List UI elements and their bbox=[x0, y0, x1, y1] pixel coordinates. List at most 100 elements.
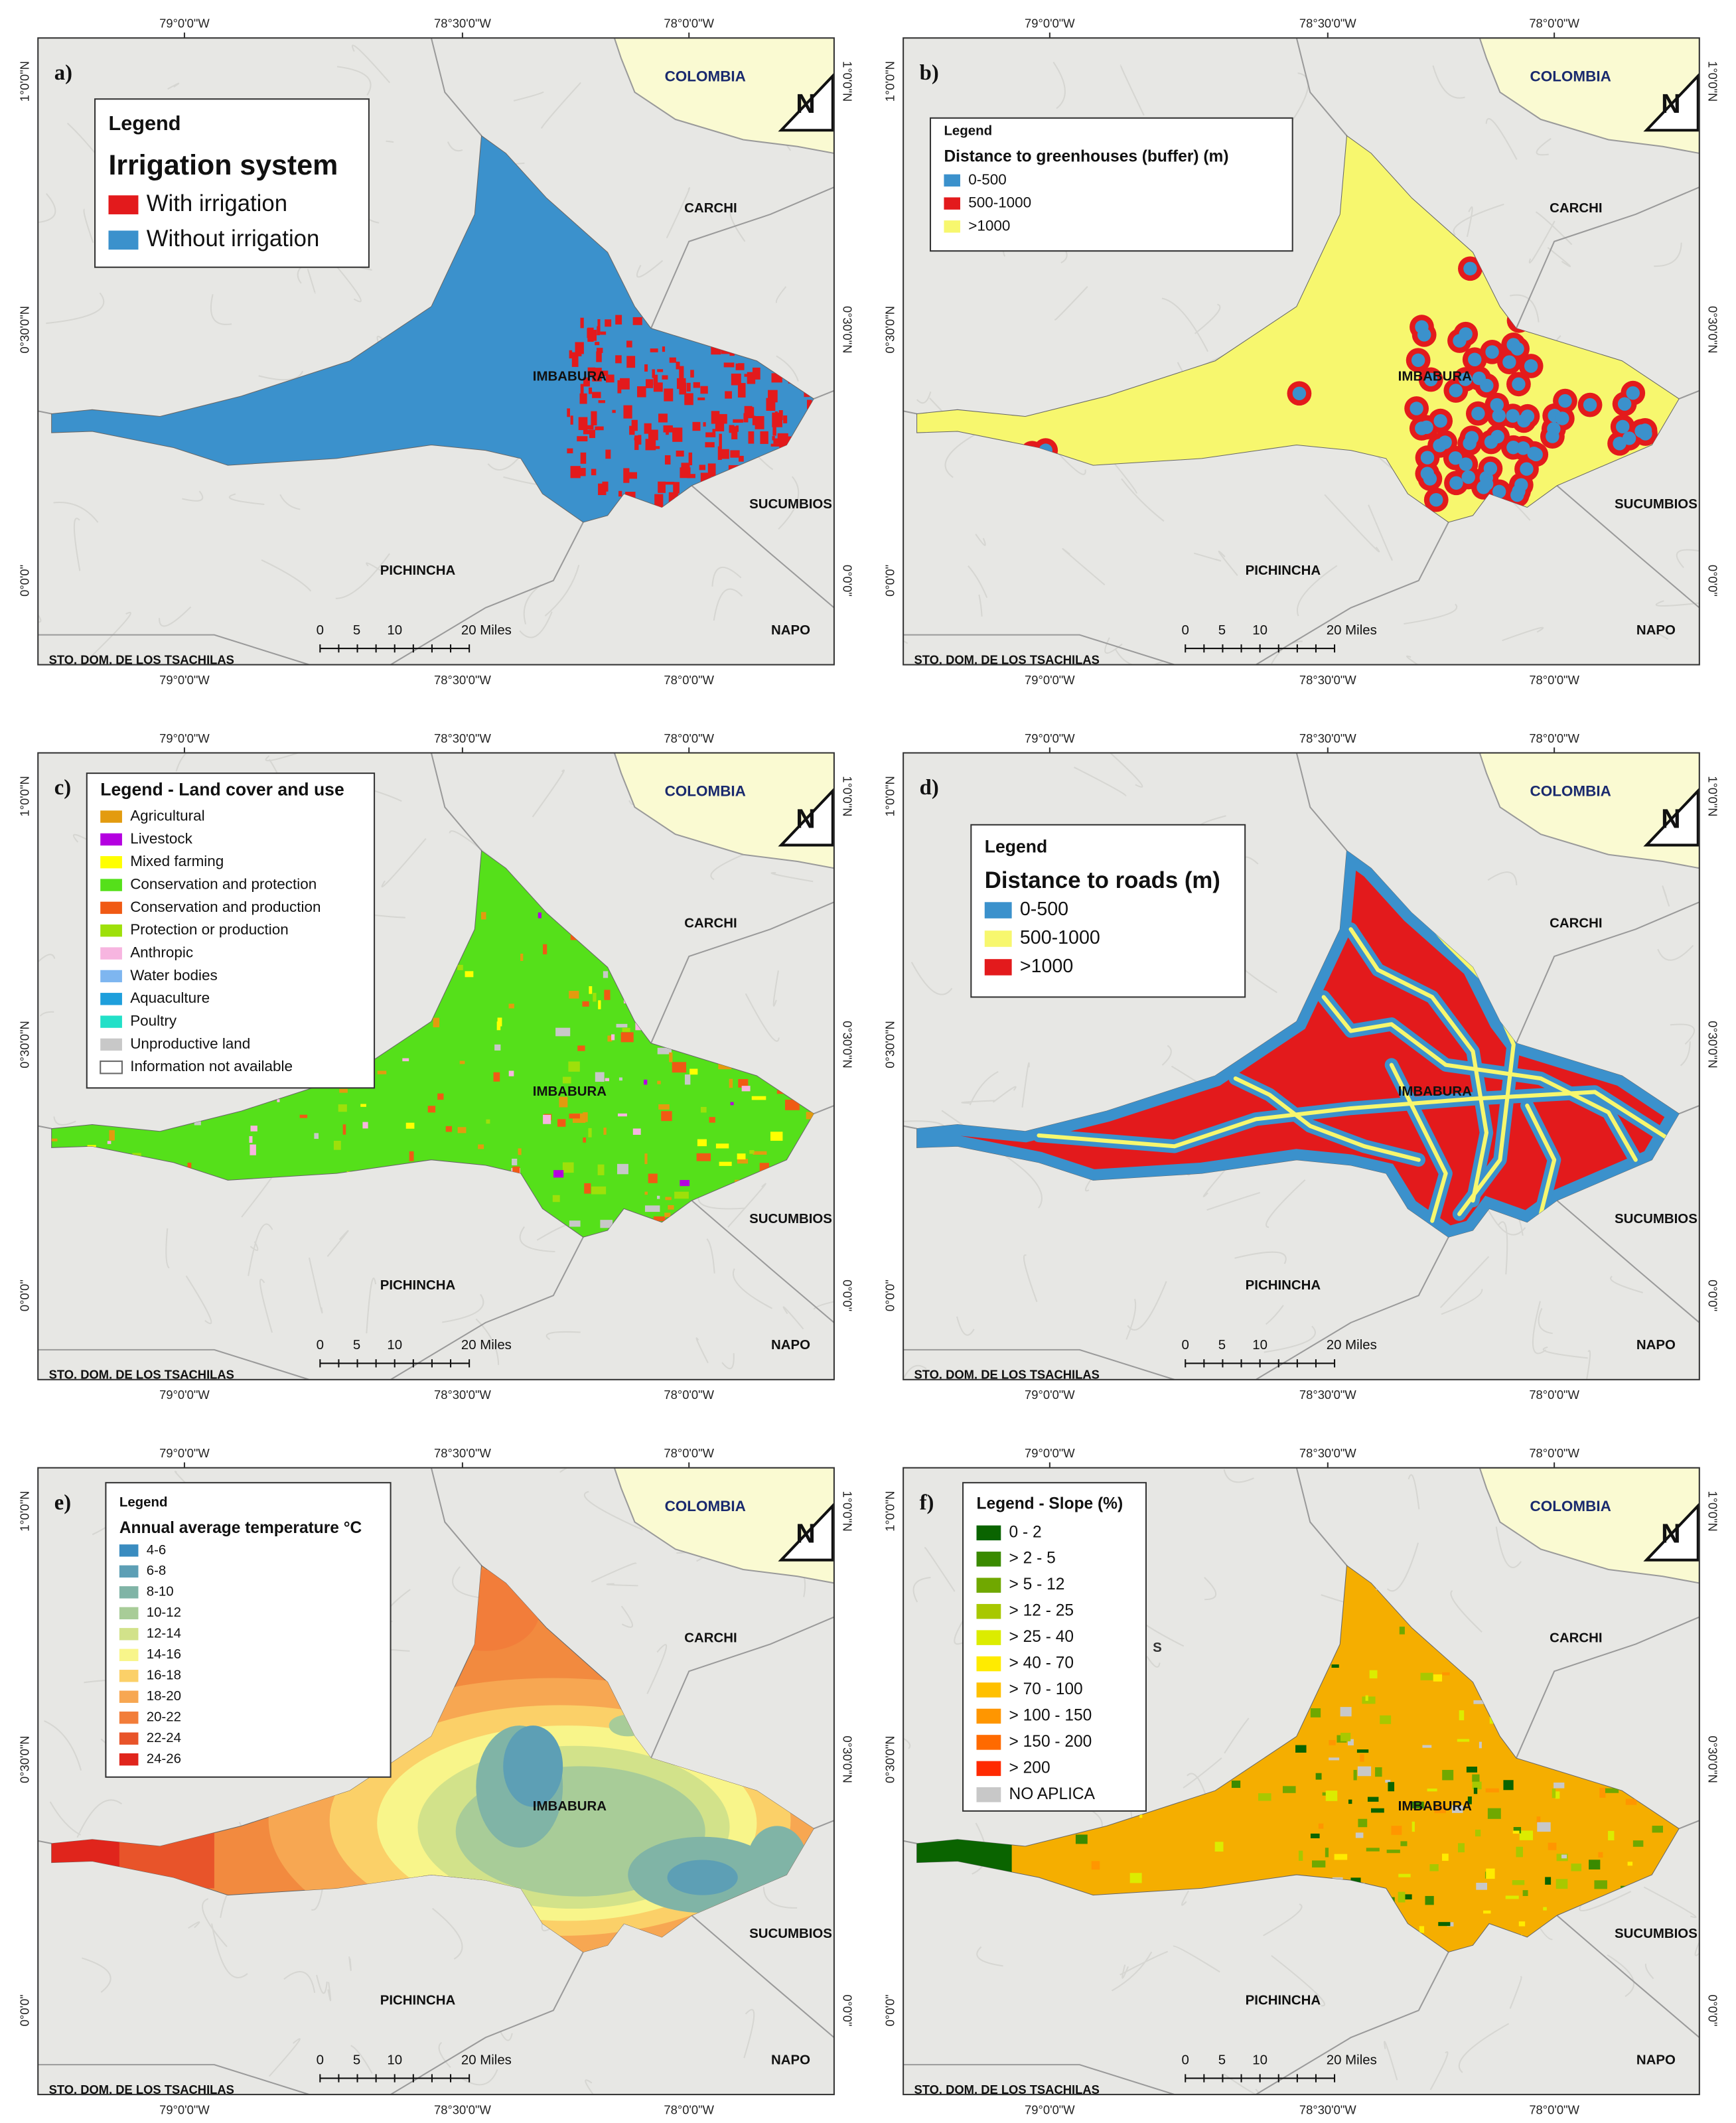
legend-swatch bbox=[108, 195, 139, 214]
legend-swatch bbox=[944, 174, 960, 187]
map-patch bbox=[587, 367, 596, 376]
buffer-inner bbox=[1415, 320, 1429, 334]
map-patch bbox=[598, 1000, 601, 1009]
place-label: SUCUMBIOS bbox=[749, 1212, 832, 1226]
map-patch bbox=[658, 481, 666, 493]
map-patch bbox=[553, 1170, 564, 1178]
province-boundary bbox=[1295, 753, 1348, 851]
buffer-inner bbox=[1622, 431, 1636, 445]
lon-label: 78°30'0"W bbox=[1299, 1446, 1356, 1460]
legend-swatch bbox=[976, 1552, 1001, 1567]
map-patch bbox=[618, 1077, 622, 1081]
map-patch bbox=[480, 912, 486, 920]
place-label: NAPO bbox=[771, 623, 810, 638]
map-patch bbox=[570, 415, 573, 425]
map-patch bbox=[580, 317, 584, 329]
map-patch bbox=[569, 991, 579, 999]
map-patch bbox=[1486, 1868, 1495, 1879]
map-patch bbox=[779, 438, 786, 452]
map-patch bbox=[785, 1100, 800, 1110]
lat-label: 1°0'0"N bbox=[18, 776, 32, 816]
lat-label: 1°0'0"N bbox=[18, 1491, 32, 1531]
map-patch bbox=[596, 351, 602, 362]
relief bbox=[969, 1070, 999, 1106]
map-patch bbox=[1441, 1854, 1449, 1861]
relief bbox=[326, 1230, 349, 1257]
scale-label: 10 bbox=[1252, 623, 1267, 638]
road-inner bbox=[1321, 995, 1638, 1162]
legend-swatch bbox=[119, 1670, 139, 1682]
legend-swatch bbox=[976, 1577, 1001, 1593]
map-panel: COLOMBIA CARCHI IMBABURA SUCUMBIOS PICHINCHA… bbox=[883, 17, 1720, 687]
map-patch bbox=[577, 1045, 585, 1051]
place-label: CARCHI bbox=[1550, 201, 1602, 216]
map-patch bbox=[465, 971, 474, 978]
relief bbox=[38, 193, 56, 224]
lat-label: 0°30'0"N bbox=[18, 1021, 32, 1068]
relief bbox=[636, 259, 664, 278]
relief bbox=[545, 1331, 581, 1341]
relief bbox=[381, 838, 427, 888]
map-patch bbox=[1358, 1818, 1368, 1828]
lat-label: 0°30'0"N bbox=[840, 1021, 854, 1068]
colombia-area bbox=[1479, 38, 1700, 155]
scale-label: 20 Miles bbox=[1327, 2053, 1377, 2067]
map-patch bbox=[715, 1143, 729, 1149]
relief bbox=[1502, 626, 1544, 642]
relief bbox=[1694, 1940, 1700, 1956]
map-patch bbox=[1348, 1799, 1352, 1804]
map-patch bbox=[1315, 1773, 1322, 1780]
map-patch bbox=[595, 342, 600, 346]
panel-label: a) bbox=[54, 61, 72, 85]
relief bbox=[1680, 1041, 1691, 1066]
north-arrow bbox=[1643, 1502, 1700, 1562]
map-patch bbox=[1605, 1788, 1619, 1793]
place-label: NAPO bbox=[1636, 1338, 1676, 1353]
relief bbox=[279, 494, 301, 510]
legend-box bbox=[94, 98, 370, 268]
relief bbox=[1234, 1251, 1287, 1264]
legend-title: Irrigation system bbox=[109, 149, 338, 181]
map-patch bbox=[1340, 1733, 1351, 1741]
map-patch bbox=[595, 426, 604, 431]
buffer-inner bbox=[1471, 406, 1485, 421]
province-boundary bbox=[650, 1616, 834, 1759]
lat-label: 0°30'0"N bbox=[883, 306, 897, 354]
map-patch bbox=[1552, 1789, 1556, 1798]
place-label: PICHINCHA bbox=[1246, 563, 1321, 578]
map-patch bbox=[1366, 1848, 1380, 1852]
legend-label: Poultry bbox=[130, 1013, 177, 1029]
lat-label: 0°0'0" bbox=[1705, 565, 1719, 597]
relief bbox=[770, 872, 814, 883]
relief bbox=[336, 66, 372, 96]
map-patch bbox=[1571, 1864, 1582, 1871]
road-inner bbox=[1348, 927, 1489, 1203]
imbabura-area bbox=[916, 1564, 1680, 1953]
lon-label: 79°0'0"W bbox=[159, 2102, 210, 2116]
map-patch bbox=[1518, 1921, 1526, 1927]
map-body bbox=[903, 38, 1700, 665]
place-label: NAPO bbox=[1636, 2053, 1676, 2067]
map-patch bbox=[665, 1197, 672, 1201]
scale-label: 0 bbox=[1182, 1338, 1189, 1353]
buffer-inner bbox=[1438, 435, 1452, 449]
map-patch bbox=[589, 429, 595, 439]
relief bbox=[1266, 1305, 1284, 1325]
map-patch bbox=[658, 413, 668, 423]
map-patch bbox=[772, 427, 776, 436]
map-patch bbox=[1427, 1789, 1437, 1792]
relief bbox=[1542, 1346, 1588, 1359]
relief bbox=[1054, 286, 1088, 321]
map-patch bbox=[1457, 1739, 1470, 1742]
place-label: COLOMBIA bbox=[1530, 68, 1611, 84]
lon-label: 78°0'0"W bbox=[1529, 1388, 1579, 1402]
map-patch bbox=[1388, 1782, 1395, 1792]
map-patch bbox=[705, 432, 716, 437]
road-inner bbox=[1525, 1103, 1557, 1216]
scale-label: 0 bbox=[317, 1338, 324, 1353]
map-patch bbox=[437, 1093, 444, 1100]
province-boundary bbox=[1515, 186, 1700, 329]
relief bbox=[185, 1275, 212, 1325]
lat-label: 0°0'0" bbox=[1705, 1994, 1719, 2026]
relief bbox=[73, 518, 81, 571]
